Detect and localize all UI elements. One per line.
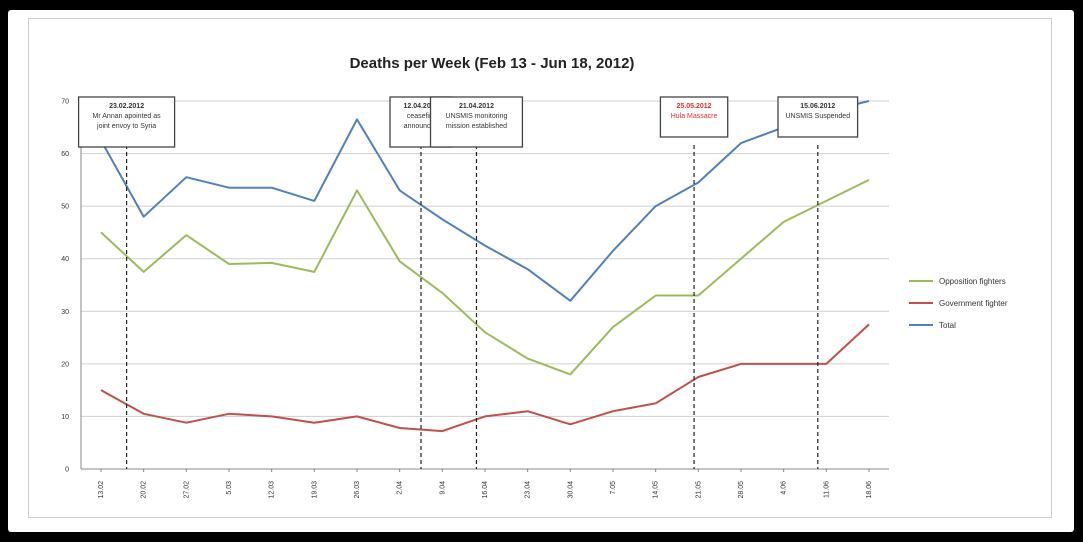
- event-annotation-box: [659, 96, 729, 138]
- y-tick-label: 20: [61, 361, 69, 368]
- event-label: ceasefire: [407, 113, 436, 120]
- line-chart: Deaths per Week (Feb 13 - Jun 18, 2012) …: [61, 55, 1008, 499]
- x-tick-label: 12.03: [269, 481, 276, 499]
- event-date: 21.04.2012: [459, 103, 494, 110]
- event-label: mission established: [446, 123, 507, 130]
- x-tick-label: 23.04: [525, 481, 532, 499]
- event-date: 23.02.2012: [109, 103, 144, 110]
- event-date: 15.06.2012: [800, 103, 835, 110]
- event-label: UNSMIS Suspended: [786, 113, 851, 120]
- chart-frame: Deaths per Week (Feb 13 - Jun 18, 2012) …: [8, 10, 1074, 532]
- event-label: Hula Massacre: [671, 113, 718, 120]
- chart-area: Deaths per Week (Feb 13 - Jun 18, 2012) …: [28, 18, 1052, 518]
- event-label: Mr Annan apointed as: [93, 113, 162, 120]
- x-tick-label: 13.02: [98, 481, 105, 499]
- event-annotation-box: [429, 96, 524, 148]
- event-label: announced: [404, 123, 439, 130]
- event-date: 25.05.2012: [677, 103, 712, 110]
- x-tick-label: 11.06: [823, 481, 830, 498]
- y-tick-label: 0: [65, 467, 69, 474]
- series-line: [100, 100, 870, 302]
- x-tick-label: 16.04: [482, 481, 489, 499]
- x-tick-label: 9.04: [439, 481, 446, 495]
- event-annotation-box: [77, 96, 176, 148]
- y-tick-label: 30: [61, 309, 69, 316]
- legend-label: Opposition fighters: [939, 277, 1006, 286]
- y-tick-label: 70: [61, 99, 69, 106]
- x-tick-label: 18.06: [866, 481, 873, 499]
- legend-label: Government fighter: [939, 299, 1008, 308]
- series-line: [100, 179, 870, 376]
- x-tick-label: 26.03: [354, 481, 361, 499]
- x-tick-label: 5.03: [226, 481, 233, 495]
- x-tick-label: 4.06: [781, 481, 788, 495]
- x-tick-label: 19.03: [311, 481, 318, 499]
- event-label: joint envoy to Syria: [96, 123, 156, 130]
- x-tick-label: 28.05: [738, 481, 745, 499]
- x-tick-label: 21.05: [695, 481, 702, 499]
- series-line: [100, 323, 870, 433]
- y-tick-label: 60: [61, 151, 69, 158]
- x-tick-label: 2.04: [397, 481, 404, 495]
- x-tick-label: 14.05: [653, 481, 660, 499]
- legend-label: Total: [939, 321, 956, 330]
- x-tick-label: 20.02: [141, 481, 148, 499]
- x-tick-label: 7.05: [610, 481, 617, 495]
- y-tick-label: 40: [61, 256, 69, 263]
- event-label: UNSMIS monitoring: [446, 113, 508, 120]
- event-annotation-box: [777, 96, 859, 138]
- y-tick-label: 10: [61, 414, 69, 421]
- x-tick-label: 30.04: [567, 481, 574, 499]
- y-tick-label: 50: [61, 204, 69, 211]
- x-tick-label: 27.02: [183, 481, 190, 499]
- chart-title: Deaths per Week (Feb 13 - Jun 18, 2012): [350, 55, 635, 72]
- event-date: 12.04.2012: [403, 103, 438, 110]
